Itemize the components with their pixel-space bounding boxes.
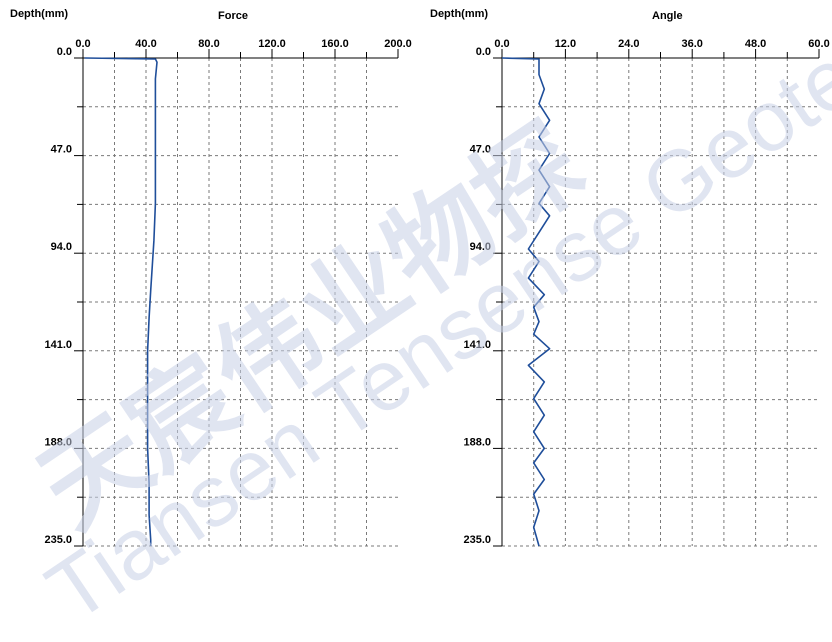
force-x-tick-label: 120.0 [258, 38, 286, 50]
force-title: Force [218, 10, 248, 22]
force-ylabel: Depth(mm) [10, 8, 69, 20]
angle-series-line [501, 57, 551, 547]
angle-chart: Depth(mm) Angle 0.0 12.0 24.0 36.0 48.0 60.0 0… [416, 0, 832, 563]
angle-x-tick-label: 36.0 [681, 38, 702, 50]
force-y-tick-label: 0.0 [57, 46, 72, 58]
force-x-tick-label: 0.0 [75, 38, 90, 50]
angle-y-tick-label: 0.0 [476, 46, 491, 58]
force-x-tick-label: 40.0 [135, 38, 156, 50]
force-y-tick-label: 188.0 [44, 436, 72, 448]
force-y-tick-label: 141.0 [44, 339, 72, 351]
angle-x-tick-label: 12.0 [555, 38, 576, 50]
angle-x-tick-label: 60.0 [808, 38, 829, 50]
force-series-line [84, 57, 158, 546]
force-y-tick-label: 235.0 [44, 534, 72, 546]
angle-y-tick-label: 94.0 [470, 241, 491, 253]
angle-y-tick-label: 141.0 [463, 339, 491, 351]
angle-x-tick-label: 48.0 [745, 38, 766, 50]
angle-plot: 0.0 12.0 24.0 36.0 48.0 60.0 0.0 47.0 94.0 141.0 1… [463, 38, 830, 547]
angle-ylabel: Depth(mm) [430, 8, 489, 20]
angle-title: Angle [652, 10, 683, 22]
force-x-tick-label: 160.0 [321, 38, 349, 50]
force-plot: 0.0 40.0 80.0 120.0 160.0 200.0 0.0 47.0 94.0 141… [44, 38, 412, 547]
force-x-tick-label: 200.0 [384, 38, 412, 50]
angle-x-tick-label: 24.0 [618, 38, 639, 50]
force-chart: Depth(mm) Force 0.0 40.0 80.0 120.0 160.0 200… [0, 0, 416, 563]
angle-y-tick-label: 235.0 [463, 534, 491, 546]
force-y-tick-label: 94.0 [51, 241, 72, 253]
angle-x-tick-label: 0.0 [494, 38, 509, 50]
force-y-tick-label: 47.0 [51, 144, 72, 156]
angle-y-tick-label: 188.0 [463, 436, 491, 448]
force-x-tick-label: 80.0 [198, 38, 219, 50]
angle-y-tick-label: 47.0 [470, 144, 491, 156]
